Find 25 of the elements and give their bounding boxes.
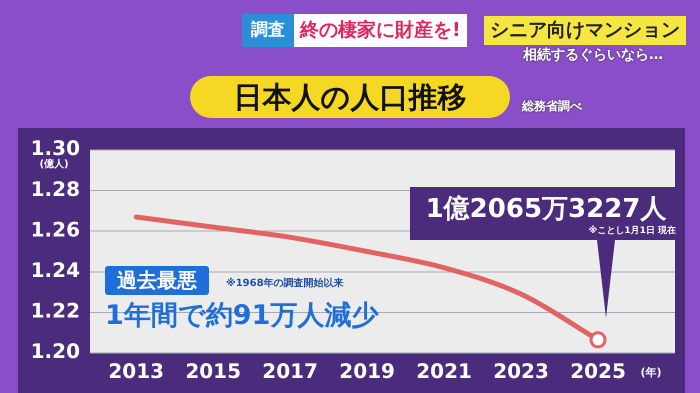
text: 終の棲家に財産を!	[294, 14, 467, 47]
x-tick-label: 2017	[262, 359, 318, 384]
chart-title: 日本人の人口推移	[190, 76, 510, 118]
annotation: 1億2065万3227人	[424, 193, 668, 226]
y-tick-label: 1.20	[30, 339, 80, 364]
x-tick-label: 2015	[185, 359, 241, 384]
text: 調査	[242, 14, 294, 47]
x-tick-label: 2013	[108, 359, 164, 384]
x-axis-title: (年)	[640, 366, 662, 379]
annotation: ※1968年の調査開始以来	[226, 276, 344, 290]
y-tick-label: 1.28	[30, 176, 80, 201]
y-axis-title: (億人)	[39, 158, 69, 170]
y-tick-label: 1.22	[30, 298, 80, 323]
y-tick-label: 1.24	[30, 258, 80, 282]
annotation: ※ことし1月1日 現在	[588, 224, 676, 237]
x-tick-label: 2025	[570, 359, 626, 384]
text: シニア向けマンション	[484, 16, 686, 45]
annotation: 1年間で約91万人減少	[105, 299, 378, 333]
x-tick-label: 2019	[339, 359, 395, 384]
y-tick-label: 1.26	[30, 217, 80, 242]
x-tick-label: 2021	[416, 359, 472, 384]
text: 相続するぐらいなら…	[523, 46, 663, 64]
text: 総務省調べ	[522, 98, 582, 115]
x-tick-label: 2023	[493, 359, 549, 384]
annotation: 過去最悪	[105, 266, 209, 295]
